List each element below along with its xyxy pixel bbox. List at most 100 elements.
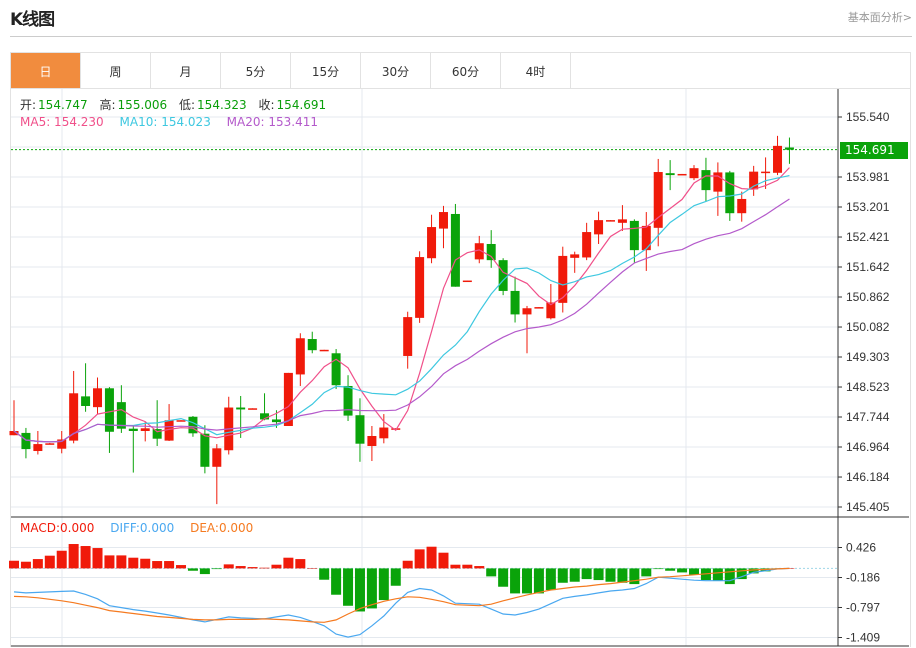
divider xyxy=(10,36,912,37)
tab-month[interactable]: 月 xyxy=(151,53,221,89)
page-title: K线图 xyxy=(10,10,55,30)
candle xyxy=(689,165,699,181)
macd-bar xyxy=(617,568,628,583)
candle xyxy=(248,408,258,410)
candle xyxy=(737,191,747,222)
candle xyxy=(104,387,114,453)
macd-tick-label: -0.797 xyxy=(846,600,880,614)
candle-body xyxy=(594,220,604,235)
close-value: 154.691 xyxy=(276,98,327,112)
macd-bar xyxy=(426,546,437,569)
ma20-value: MA20: 153.411 xyxy=(226,115,318,129)
candle-body xyxy=(606,220,615,222)
candle-body xyxy=(355,415,365,444)
candle-body xyxy=(701,170,711,191)
candle-body xyxy=(725,172,735,214)
high-label: 高: xyxy=(99,98,116,112)
macd-bar xyxy=(247,567,258,569)
candle-body xyxy=(307,339,317,351)
candle-body xyxy=(427,227,437,259)
tab-4hour[interactable]: 4时 xyxy=(501,53,571,89)
macd-tick-label: -0.186 xyxy=(846,571,880,585)
candle-body xyxy=(260,413,270,420)
macd-bar xyxy=(414,549,425,569)
price-tick-label: 155.540 xyxy=(846,110,890,124)
candle xyxy=(594,211,604,244)
candle xyxy=(21,427,31,459)
macd-bar xyxy=(736,568,747,580)
candle-body xyxy=(57,439,67,449)
ma5-line xyxy=(13,167,790,443)
macd-bar xyxy=(140,558,151,569)
candle xyxy=(641,212,651,271)
candle-body xyxy=(438,212,448,229)
tab-15min[interactable]: 15分 xyxy=(291,53,361,89)
macd-bar xyxy=(152,561,163,569)
macd-bar xyxy=(474,566,485,569)
ma10-line xyxy=(13,175,790,443)
macd-bar xyxy=(164,561,175,569)
candle xyxy=(319,349,329,352)
macd-bar xyxy=(402,560,413,569)
candle-body xyxy=(749,171,759,190)
tab-30min[interactable]: 30分 xyxy=(361,53,431,89)
macd-bar xyxy=(677,568,688,573)
candle xyxy=(558,246,568,313)
candle-body xyxy=(248,408,258,410)
macd-bar xyxy=(569,568,580,582)
price-tick-label: 153.201 xyxy=(846,200,890,214)
candle-body xyxy=(152,429,162,439)
macd-bar xyxy=(689,568,700,575)
tab-week[interactable]: 周 xyxy=(81,53,151,89)
macd-bar xyxy=(176,565,187,569)
chart-frame xyxy=(10,88,911,647)
candle xyxy=(57,431,67,454)
macd-bar xyxy=(354,568,365,612)
fundamental-analysis-link[interactable]: 基本面分析> xyxy=(847,11,912,24)
candle xyxy=(307,331,317,354)
candle-body xyxy=(69,393,79,441)
macd-bar xyxy=(20,561,31,569)
candle xyxy=(367,425,377,462)
candle xyxy=(749,165,759,196)
price-tick-label: 149.303 xyxy=(846,350,890,364)
tab-60min[interactable]: 60分 xyxy=(431,53,501,89)
price-tick-label: 150.082 xyxy=(846,320,890,334)
candle-body xyxy=(343,385,353,416)
candle xyxy=(713,162,723,216)
candle-body xyxy=(331,353,341,386)
candle xyxy=(128,425,138,473)
tab-day[interactable]: 日 xyxy=(11,53,81,89)
candle xyxy=(343,375,353,421)
macd-bar xyxy=(748,568,759,574)
macd-bar xyxy=(295,559,306,569)
ma10-value: MA10: 154.023 xyxy=(119,115,211,129)
macd-bar xyxy=(44,555,55,569)
macd-bar xyxy=(116,555,127,569)
macd-bar xyxy=(486,568,497,577)
candle-body xyxy=(546,302,556,319)
price-tick-label: 151.642 xyxy=(846,260,890,274)
candle xyxy=(379,414,389,444)
candle-body xyxy=(116,402,126,429)
candle-body xyxy=(319,349,329,352)
candle xyxy=(486,230,496,268)
candle-body xyxy=(200,433,210,467)
candle xyxy=(260,393,270,421)
candle-body xyxy=(21,432,31,450)
candle-body xyxy=(522,308,532,315)
candle-body xyxy=(629,220,639,251)
candle xyxy=(629,219,639,263)
candle xyxy=(9,400,19,436)
candle xyxy=(176,420,186,422)
macd-bar xyxy=(343,568,354,606)
period-tabs: 日 周 月 5分 15分 30分 60分 4时 xyxy=(10,52,911,89)
candle-body xyxy=(93,388,103,408)
open-label: 开: xyxy=(20,98,37,112)
candle-body xyxy=(558,255,568,303)
tab-5min[interactable]: 5分 xyxy=(221,53,291,89)
candle xyxy=(546,284,556,320)
candle xyxy=(200,425,210,474)
macd-value: MACD:0.000 xyxy=(20,521,95,535)
